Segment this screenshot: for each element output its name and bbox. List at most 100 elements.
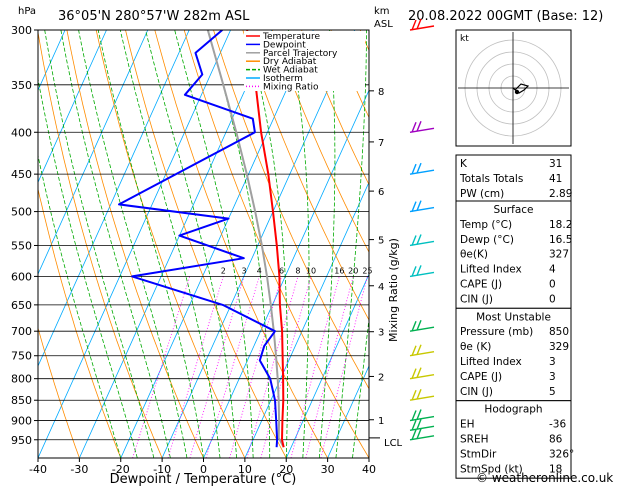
table-row-label: K [460,158,468,170]
table-row-value: 3 [549,371,556,383]
mixing-ratio-label: 6 [279,266,284,275]
pressure-tick-label: 500 [11,206,32,219]
table-row-label: StmDir [460,448,497,460]
wind-barb-flag [411,19,417,31]
surface-title: Surface [493,204,533,216]
wind-barb [409,415,435,422]
temperature-line [246,30,285,448]
wind-barb-flag [416,419,422,430]
dry-adiabat-line [66,30,204,458]
km-tick-label: 7 [378,138,384,149]
dry-adiabat-line [565,30,629,458]
asl-label: ASL [374,19,393,30]
mixing-ratio-axis-label: Mixing Ratio (g/kg) [387,238,400,342]
km-label: km [374,6,390,17]
table-row-value: 86 [549,434,563,446]
km-tick-label: 8 [378,87,384,98]
temperature-tick-label: 0 [200,463,207,476]
hodograph: kt [455,29,572,147]
skewt-plot: 3003504004505005506006507007508008509009… [11,24,629,486]
mixing-ratio-line [205,276,260,458]
surface-table-frame [455,200,572,309]
table-row-value: 31 [549,158,562,170]
pressure-tick-label: 600 [11,270,32,283]
km-scale: 8 7 6 5 4 3 2 1 [369,87,384,439]
table-row-label: CAPE (J) [460,371,502,383]
mixing-ratio-label: 3 [242,266,247,275]
isotherm-line [38,30,66,92]
credit-text: © weatheronline.co.uk [476,471,613,485]
km-tick-label: 6 [378,187,384,198]
mixing-ratio-labels: 2 3 4 6 8 10 16 20 25 [221,266,373,275]
table-row-value: 16.5 [549,234,572,246]
pressure-tick-label: 450 [11,168,32,181]
profiles [118,30,285,448]
wind-barbs [409,18,435,441]
wet-adiabat-line [44,30,155,458]
parcel-trajectory-line [206,30,285,448]
temperature-tick-label: -20 [112,463,130,476]
table-row-label: CIN (J) [460,386,493,398]
table-row-value: 5 [549,386,556,398]
dry-adiabat-line [38,30,163,458]
wind-barb-flag [416,162,422,174]
isotherm-line [161,30,356,458]
table-row-value: 3 [549,356,556,368]
wind-barb [409,395,435,401]
most_unstable-title: Most Unstable [476,311,551,323]
mixing-ratio-label: 10 [306,266,316,275]
table-row-value: 0 [549,279,556,291]
wind-barb [409,351,435,357]
temperature-tick-label: -10 [153,463,171,476]
table-row-value: 18.2 [549,219,572,231]
legend-item: Wet Adiabat [263,66,318,76]
km-tick-label: 4 [378,282,384,293]
pressure-tick-label: 300 [11,24,32,37]
wind-barb-flag [411,235,417,246]
temperature-tick-label: 30 [321,463,335,476]
wind-barb [409,435,435,441]
wind-barb [409,206,435,213]
wet-adiabat-line [288,30,310,458]
wet-adiabat-line [335,30,367,458]
pressure-tick-label: 800 [11,373,32,386]
table-row-value: 2.89 [549,188,572,200]
dry-adiabat-line [271,30,369,253]
table-row-label: Pressure (mb) [460,326,533,338]
legend-item: Temperature [262,32,320,42]
wind-barb-flag [411,201,417,212]
wind-barb [409,169,435,175]
table-row-value: 41 [549,173,562,185]
legend-item: Mixing Ratio [263,82,319,92]
table-row-value: 4 [549,264,556,276]
isotherm-line [203,89,369,458]
mixing-ratio-line [167,276,224,458]
legend-item: Dry Adiabat [263,57,317,67]
wind-barb [409,271,435,278]
mixing-ratio-label: 8 [295,266,300,275]
wind-barb-flag [411,320,417,332]
table-row-label: Lifted Index [460,264,522,276]
table-row-label: CIN (J) [460,293,493,305]
wind-barb-flag [416,319,422,331]
wind-barb-flag [416,388,422,400]
legend-item: Dewpoint [263,40,306,50]
wind-barb-flag [416,18,422,30]
wind-barb-flag [416,344,422,355]
wind-barb-flag [411,163,417,175]
wind-barb-flag [411,368,417,379]
table-row-value: 0 [549,293,556,305]
km-tick-label: 1 [378,416,384,427]
wind-barb [409,373,435,380]
pressure-tick-label: 700 [11,325,32,338]
hodograph-kt-label: kt [460,34,469,44]
lcl-label: LCL [384,438,403,449]
wind-barb-flag [416,409,422,420]
pressure-tick-label: 900 [11,415,32,428]
wind-barb-flag [416,234,422,245]
hpa-label: hPa [18,6,36,17]
datetime-title: 20.08.2022 00GMT (Base: 12) [408,9,603,24]
mixing-ratio-line [229,276,282,458]
pressure-tick-label: 550 [11,239,32,252]
isotherm-line [285,273,369,458]
